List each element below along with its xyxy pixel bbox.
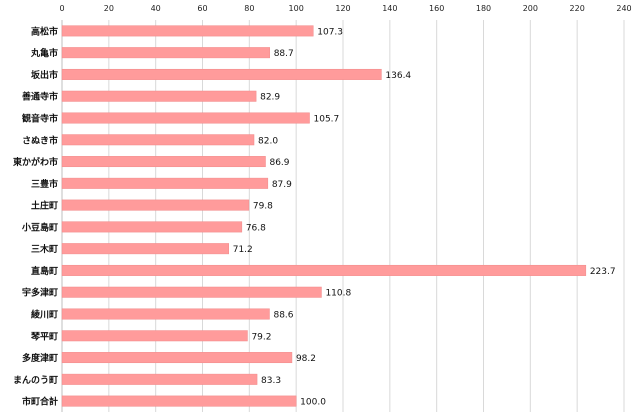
- category-label: 善通寺市: [22, 91, 58, 103]
- value-label: 110.8: [325, 289, 351, 299]
- x-tick-label: 100: [289, 4, 304, 13]
- value-label: 98.2: [296, 354, 316, 364]
- value-label: 88.7: [274, 49, 294, 59]
- category-label: 坂出市: [31, 69, 58, 81]
- category-label: 高松市: [31, 25, 58, 37]
- bar-8: [61, 177, 269, 189]
- value-label: 105.7: [314, 115, 340, 125]
- value-label: 79.2: [251, 332, 271, 342]
- x-tick-label: 240: [616, 4, 631, 13]
- category-label: さぬき市: [22, 134, 58, 146]
- x-tick-label: 120: [335, 4, 350, 13]
- x-tick-label: 20: [104, 4, 114, 13]
- value-label: 136.4: [385, 71, 411, 81]
- value-label: 82.9: [260, 93, 280, 103]
- category-label: 東かがわ市: [13, 156, 58, 168]
- value-label: 83.3: [261, 376, 281, 386]
- bar-11: [61, 243, 229, 255]
- x-tick-label: 140: [382, 4, 397, 13]
- x-tick-label: 220: [570, 4, 585, 13]
- bar-12: [61, 264, 587, 276]
- category-label: 市町合計: [22, 396, 58, 408]
- bar-16: [61, 352, 293, 364]
- x-tick-label: 160: [429, 4, 444, 13]
- value-labels: 107.3 88.7 136.4 82.9 105.7 82.0 86.9 87.9 79.8 7…: [233, 27, 616, 407]
- category-label: 丸亀市: [30, 47, 58, 59]
- bar-14: [61, 308, 270, 320]
- bar-10: [61, 221, 243, 233]
- x-tick-label: 200: [523, 4, 538, 13]
- category-label: 土庄町: [31, 200, 58, 212]
- value-label: 223.7: [590, 267, 616, 277]
- value-label: 76.8: [246, 223, 266, 233]
- bar-15: [61, 330, 248, 342]
- value-label: 87.9: [272, 180, 292, 190]
- category-label: 多度津町: [22, 352, 58, 364]
- category-label: まんのう町: [13, 375, 58, 386]
- category-label: 小豆島町: [21, 221, 58, 233]
- x-tick-label: 180: [476, 4, 491, 13]
- bar-6: [61, 134, 255, 146]
- value-label: 88.6: [273, 311, 293, 321]
- category-label: 直島町: [31, 265, 58, 277]
- category-label: 宇多津町: [22, 287, 58, 299]
- bar-2: [61, 47, 270, 59]
- category-label: 三木町: [31, 243, 58, 255]
- value-label: 71.2: [233, 245, 253, 255]
- category-labels: 高松市丸亀市坂出市善通寺市観音寺市さぬき市東かがわ市三豊市土庄町小豆島町三木町直…: [13, 25, 58, 407]
- bar-5: [61, 112, 310, 124]
- bar-3: [61, 68, 382, 80]
- bar-7: [61, 156, 266, 168]
- bar-9: [61, 199, 250, 211]
- value-label: 86.9: [269, 158, 289, 168]
- bar-1: [61, 25, 314, 37]
- x-axis-ticks: 0 20 40 60 80 100 120 140 160 180 200 220 240: [59, 4, 631, 13]
- category-label: 琴平町: [30, 330, 58, 342]
- x-tick-label: 60: [197, 4, 207, 13]
- x-tick-label: 0: [59, 4, 64, 13]
- category-label: 綾川町: [31, 309, 58, 321]
- bar-13: [61, 286, 322, 298]
- value-label: 107.3: [317, 27, 343, 37]
- bars: [61, 25, 587, 407]
- x-tick-label: 40: [151, 4, 161, 13]
- bar-4: [61, 90, 257, 102]
- x-tick-label: 80: [244, 4, 254, 13]
- value-label: 82.0: [258, 136, 278, 146]
- value-label: 100.0: [300, 398, 326, 408]
- bar-18: [61, 395, 297, 407]
- bar-17: [61, 373, 258, 385]
- category-label: 三豊市: [31, 178, 58, 190]
- value-label: 79.8: [253, 202, 273, 212]
- grid-lines: [61, 20, 625, 412]
- category-label: 観音寺市: [22, 113, 58, 125]
